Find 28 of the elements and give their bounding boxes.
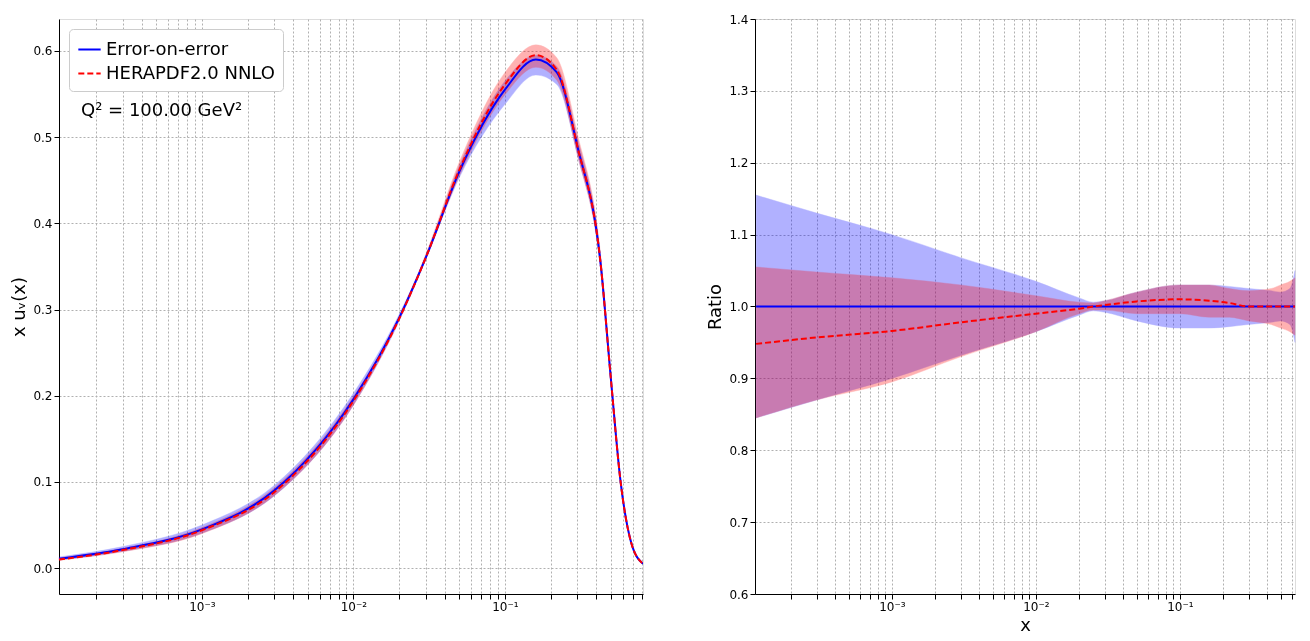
y-tick-label: 0.0 bbox=[33, 561, 53, 576]
x-tick-label: 10⁻¹ bbox=[1167, 599, 1194, 614]
y-tick-label: 1.2 bbox=[729, 156, 749, 171]
y-tick-label: 0.5 bbox=[33, 130, 53, 145]
y-tick-label: 0.8 bbox=[729, 443, 749, 458]
y-tick-label: 0.6 bbox=[729, 587, 749, 602]
y-tick-label: 0.6 bbox=[33, 44, 53, 59]
y-axis-title: x uᵥ(x) bbox=[8, 277, 30, 337]
x-tick-label: 10⁻³ bbox=[189, 599, 216, 614]
legend-label: HERAPDF2.0 NNLO bbox=[106, 61, 275, 83]
y-axis-title: Ratio bbox=[704, 283, 726, 331]
x-tick-label: 10⁻¹ bbox=[492, 599, 519, 614]
y-tick-label: 1.4 bbox=[729, 12, 749, 27]
annotation: Q² = 100.00 GeV² bbox=[81, 99, 243, 120]
y-tick-label: 1.3 bbox=[729, 84, 749, 99]
legend-label: Error-on-error bbox=[106, 37, 229, 59]
y-tick-label: 0.4 bbox=[33, 216, 53, 231]
x-tick-label: 10⁻² bbox=[1023, 599, 1050, 614]
y-tick-label: 0.1 bbox=[33, 475, 53, 490]
y-tick-label: 1.1 bbox=[729, 228, 749, 243]
y-tick-label: 0.9 bbox=[729, 371, 749, 386]
y-tick-label: 0.3 bbox=[33, 303, 53, 318]
x-axis-title: x bbox=[1020, 613, 1032, 635]
x-tick-label: 10⁻³ bbox=[879, 599, 906, 614]
y-tick-label: 0.2 bbox=[33, 389, 53, 404]
y-tick-label: 1.0 bbox=[729, 300, 749, 314]
y-tick-label: 0.7 bbox=[729, 515, 749, 530]
x-tick-label: 10⁻² bbox=[340, 599, 368, 614]
